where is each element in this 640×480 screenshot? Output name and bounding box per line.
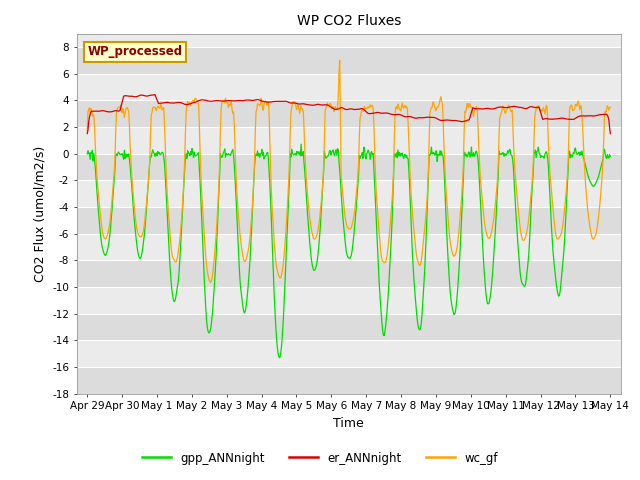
Bar — [77, 100, 621, 127]
Text: WP_processed: WP_processed — [88, 45, 183, 58]
Bar — [77, 367, 621, 394]
X-axis label: Time: Time — [333, 417, 364, 430]
Bar — [77, 313, 621, 340]
Bar — [77, 207, 621, 234]
Legend: gpp_ANNnight, er_ANNnight, wc_gf: gpp_ANNnight, er_ANNnight, wc_gf — [137, 447, 503, 469]
Y-axis label: CO2 Flux (umol/m2/s): CO2 Flux (umol/m2/s) — [34, 145, 47, 282]
Bar — [77, 47, 621, 73]
Bar — [77, 260, 621, 287]
Title: WP CO2 Fluxes: WP CO2 Fluxes — [296, 14, 401, 28]
Bar — [77, 154, 621, 180]
